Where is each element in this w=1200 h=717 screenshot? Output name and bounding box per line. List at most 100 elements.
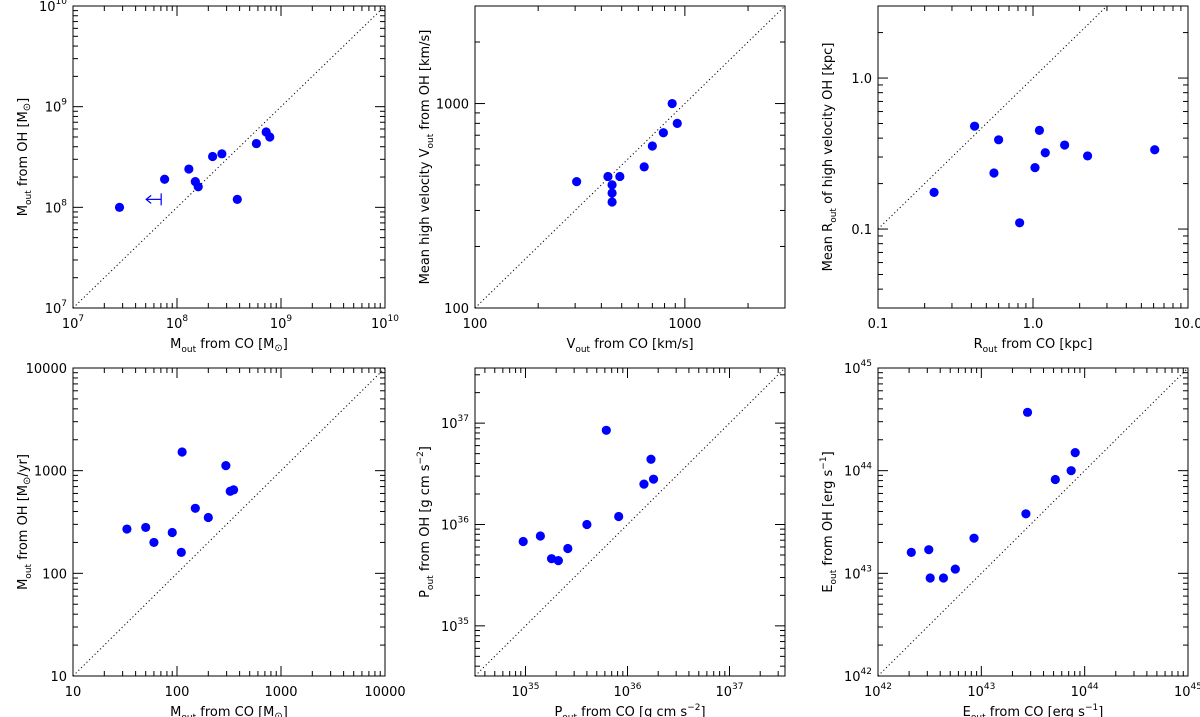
data-point <box>1070 447 1080 458</box>
data-point <box>228 485 239 495</box>
y-tick-label: 10000 <box>26 362 67 377</box>
data-point <box>563 543 573 554</box>
y-axis-label: Mout from OH [M⊙/yr] <box>16 454 34 590</box>
x-tick-label: 109 <box>270 314 293 332</box>
data-point <box>141 522 151 533</box>
x-tick-label: 100 <box>463 317 488 332</box>
data-point <box>1015 218 1025 228</box>
x-tick-label: 1035 <box>511 682 539 700</box>
one-to-one-line <box>474 367 786 677</box>
y-tick-label: 10 <box>50 670 67 685</box>
x-tick-label: 1045 <box>1174 682 1200 700</box>
data-point <box>232 194 242 204</box>
data-point <box>221 461 231 471</box>
data-point <box>648 474 659 484</box>
y-tick-label: 1036 <box>441 515 469 533</box>
data-point <box>906 547 916 557</box>
x-tick-label: 1.0 <box>1023 317 1044 332</box>
x-tick-label: 10000 <box>364 685 405 700</box>
y-tick-label: 1000 <box>436 98 469 113</box>
x-tick-label: 1000 <box>668 317 701 332</box>
y-axis-label: Mean Rout of high velocity OH [kpc] <box>821 43 839 272</box>
x-tick-label: 1010 <box>371 314 399 332</box>
one-to-one-line <box>72 367 386 677</box>
data-point <box>615 171 625 182</box>
x-tick-label: 100 <box>165 685 190 700</box>
y-tick-label: 100 <box>444 302 469 317</box>
data-point <box>1150 145 1160 155</box>
x-tick-label: 1043 <box>967 682 995 700</box>
data-point <box>647 141 657 151</box>
x-axis-label: Mout from CO [M⊙] <box>170 705 288 717</box>
y-tick-label: 107 <box>45 299 67 317</box>
data-point <box>639 479 649 489</box>
data-point <box>667 98 677 109</box>
data-point <box>929 187 939 197</box>
plot-frame <box>72 367 386 677</box>
y-axis-label: Mean high velocity Vout from OH [km/s] <box>418 30 436 285</box>
data-point <box>582 519 592 530</box>
data-point <box>607 180 617 190</box>
y-tick-label: 100 <box>42 567 67 582</box>
x-axis-label: Mout from CO [M⊙] <box>170 337 288 355</box>
data-point <box>1022 407 1033 417</box>
data-point <box>607 188 617 198</box>
y-tick-label: 1010 <box>39 0 67 15</box>
x-axis-label: Rout from CO [kpc] <box>974 337 1093 355</box>
x-tick-label: 1036 <box>613 682 641 700</box>
data-point <box>114 202 125 212</box>
data-point <box>251 138 261 149</box>
data-point <box>160 174 170 184</box>
panel-4: 10 100 1000 10000 10 100 1000 10000 Mout from CO… <box>16 362 406 717</box>
panel-6: 1042 1043 1044 1045 1042 1043 1044 1045 Eout fro… <box>819 359 1200 717</box>
y-tick-label: 1045 <box>844 359 872 377</box>
data-point <box>969 533 979 543</box>
x-tick-label: 1044 <box>1071 682 1099 700</box>
data-point <box>994 135 1004 145</box>
data-point <box>208 151 218 162</box>
data-point <box>553 556 563 566</box>
data-point <box>672 118 682 128</box>
y-tick-label: 109 <box>45 98 68 116</box>
upper-limit-marker <box>145 193 162 206</box>
data-point <box>193 182 203 192</box>
data-point <box>518 536 528 547</box>
x-axis-label: Pout from CO [g cm s−2] <box>554 703 705 717</box>
data-point <box>658 128 668 138</box>
y-tick-label: 1000 <box>34 465 67 480</box>
one-to-one-line <box>877 367 1189 677</box>
panel-3: 0.1 1.0 10.0 0.1 1.0 Rout from CO [kpc] Mean R… <box>821 5 1200 355</box>
x-axis-label: Eout from CO [erg s−1] <box>963 703 1104 717</box>
data-point <box>1050 474 1060 485</box>
x-tick-label: 0.1 <box>868 317 889 332</box>
data-point <box>603 171 613 182</box>
data-point <box>122 524 132 534</box>
data-point <box>607 197 617 207</box>
data-point <box>1030 163 1040 173</box>
panel-5: 1035 1036 1037 1035 1036 1037 Pout from CO [g … <box>416 367 786 717</box>
data-point <box>1021 509 1031 519</box>
data-point <box>572 177 582 187</box>
data-point <box>646 454 656 464</box>
data-point <box>1066 466 1076 476</box>
data-point <box>614 511 624 522</box>
x-tick-label: 1042 <box>864 682 892 700</box>
x-tick-label: 10 <box>65 685 82 700</box>
data-point <box>639 162 649 172</box>
y-tick-label: 1044 <box>844 462 872 480</box>
data-point <box>184 164 194 174</box>
one-to-one-line <box>474 5 786 309</box>
one-to-one-line <box>72 5 386 309</box>
data-point <box>601 425 611 435</box>
y-tick-label: 1035 <box>441 617 469 635</box>
plot-frame <box>877 5 1189 309</box>
plot-frame <box>474 5 786 309</box>
plot-frame <box>474 367 786 677</box>
y-axis-label: Eout from OH [erg s−1] <box>819 451 839 592</box>
data-point <box>1040 148 1050 158</box>
data-point <box>149 537 159 548</box>
x-tick-label: 10.0 <box>1174 317 1200 332</box>
x-tick-label: 1037 <box>715 682 743 700</box>
data-point <box>203 512 213 523</box>
